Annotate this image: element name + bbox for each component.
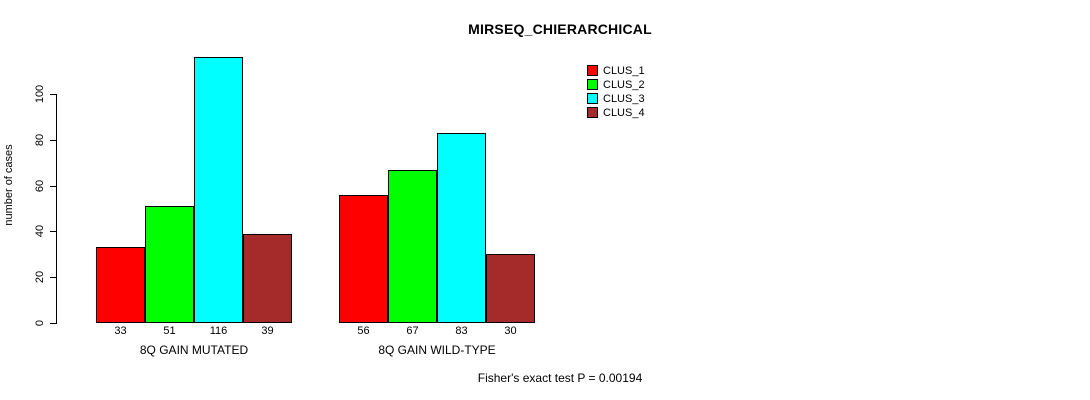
y-axis-tick	[50, 277, 57, 279]
bar-clus-3-8q-gain-wild-type	[437, 132, 486, 323]
bar-clus-1-8q-gain-wild-type	[339, 194, 388, 323]
y-axis-label: number of cases	[3, 144, 15, 226]
y-axis-tick	[50, 231, 57, 233]
y-axis-tick-label: 60	[34, 179, 46, 192]
legend-label: CLUS_4	[603, 107, 645, 119]
bar-value-label: 51	[163, 325, 176, 337]
chart-title: MIRSEQ_CHIERARCHICAL	[468, 21, 652, 37]
y-axis-tick	[50, 139, 57, 141]
bar-clus-2-8q-gain-wild-type	[388, 169, 437, 323]
legend-swatch-clus-2	[587, 79, 598, 90]
bar-value-label: 33	[114, 325, 127, 337]
bar-clus-4-8q-gain-wild-type	[486, 254, 535, 323]
legend-label: CLUS_3	[603, 93, 645, 105]
bar-value-label: 83	[455, 325, 468, 337]
bar-value-label: 30	[504, 325, 517, 337]
y-axis-tick	[50, 185, 57, 187]
y-axis-tick-label: 0	[34, 319, 46, 327]
fisher-test-annotation: Fisher's exact test P = 0.00194	[477, 371, 643, 385]
bar-value-label: 39	[261, 325, 274, 337]
bar-value-label: 67	[406, 325, 419, 337]
y-axis-tick-label: 100	[34, 84, 46, 104]
group-label-8q-gain-wild-type: 8Q GAIN WILD-TYPE	[378, 343, 496, 357]
legend-label: CLUS_1	[603, 65, 645, 77]
legend-swatch-clus-3	[587, 93, 598, 104]
y-axis-tick-label: 40	[34, 225, 46, 238]
bar-clus-2-8q-gain-mutated	[145, 206, 194, 323]
bar-clus-4-8q-gain-mutated	[243, 233, 292, 323]
y-axis-tick-label: 20	[34, 271, 46, 284]
group-label-8q-gain-mutated: 8Q GAIN MUTATED	[139, 343, 249, 357]
bar-value-label: 56	[357, 325, 370, 337]
legend-swatch-clus-1	[587, 65, 598, 76]
y-axis-tick	[50, 94, 57, 95]
legend-label: CLUS_2	[603, 79, 645, 91]
bar-clus-3-8q-gain-mutated	[194, 57, 243, 323]
bar-clus-1-8q-gain-mutated	[96, 247, 145, 323]
legend-swatch-clus-4	[587, 107, 598, 118]
y-axis-tick-label: 80	[34, 133, 46, 146]
y-axis-line	[56, 94, 57, 324]
bar-value-label: 116	[209, 325, 228, 337]
y-axis-tick	[50, 323, 57, 324]
